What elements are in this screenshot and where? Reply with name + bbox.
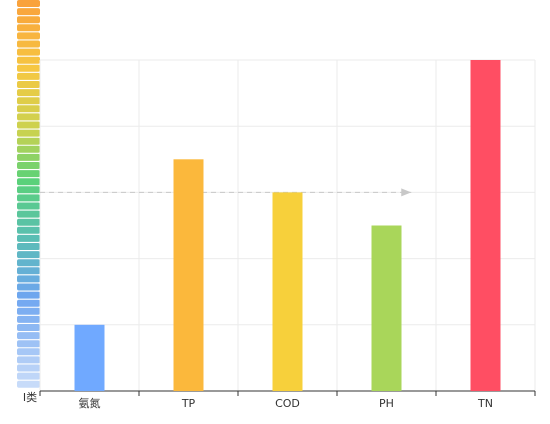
y-axis-label: Ⅰ类: [23, 390, 37, 404]
color-scale-segment: [17, 348, 40, 356]
color-scale-segment: [17, 105, 40, 113]
color-scale-segment: [17, 226, 40, 234]
color-scale-segment: [17, 324, 40, 331]
color-scale-segment: [17, 234, 40, 242]
color-scale-segment: [17, 81, 40, 88]
color-scale-segment: [17, 340, 40, 348]
color-scale-segment: [17, 356, 40, 364]
color-scale-segment: [17, 194, 40, 202]
color-scale: [17, 0, 40, 388]
color-scale-segment: [17, 259, 40, 267]
color-scale-segment: [17, 380, 40, 388]
color-scale-segment: [17, 40, 40, 48]
bar: [470, 60, 501, 391]
x-tick-label: COD: [275, 397, 300, 410]
color-scale-segment: [17, 332, 40, 340]
color-scale-segment: [17, 8, 40, 16]
color-scale-segment: [17, 56, 40, 64]
bar: [74, 324, 105, 391]
color-scale-segment: [17, 186, 40, 194]
color-scale-segment: [17, 16, 40, 24]
color-scale-segment: [17, 89, 40, 97]
color-scale-segment: [17, 243, 40, 250]
bar: [272, 192, 303, 391]
color-scale-segment: [17, 170, 40, 178]
color-scale-segment: [17, 275, 40, 283]
color-scale-segment: [17, 267, 40, 275]
color-scale-segment: [17, 307, 40, 315]
x-tick-label: PH: [379, 397, 394, 410]
color-scale-segment: [17, 283, 40, 291]
color-scale-segment: [17, 218, 40, 226]
color-scale-segment: [17, 251, 40, 259]
color-scale-segment: [17, 48, 40, 56]
x-tick-label: TP: [181, 397, 196, 410]
color-scale-segment: [17, 113, 40, 121]
x-tick-label: 氨氮: [79, 396, 101, 410]
color-scale-segment: [17, 145, 40, 153]
color-scale-segment: [17, 153, 40, 161]
color-scale-segment: [17, 0, 40, 7]
color-scale-segment: [17, 129, 40, 137]
color-scale-segment: [17, 64, 40, 72]
color-scale-segment: [17, 299, 40, 307]
color-scale-segment: [17, 202, 40, 210]
bar: [371, 225, 402, 391]
color-scale-segment: [17, 364, 40, 372]
color-scale-segment: [17, 178, 40, 186]
color-scale-segment: [17, 72, 40, 80]
color-scale-segment: [17, 137, 40, 145]
color-scale-segment: [17, 121, 40, 129]
color-scale-segment: [17, 210, 40, 218]
color-scale-segment: [17, 97, 40, 105]
color-scale-segment: [17, 315, 40, 323]
color-scale-segment: [17, 372, 40, 380]
x-tick-label: TN: [477, 397, 493, 410]
bar: [173, 159, 204, 391]
color-scale-segment: [17, 32, 40, 40]
color-scale-segment: [17, 291, 40, 299]
color-scale-segment: [17, 24, 40, 32]
reference-arrow: [401, 188, 412, 197]
color-scale-segment: [17, 162, 40, 169]
